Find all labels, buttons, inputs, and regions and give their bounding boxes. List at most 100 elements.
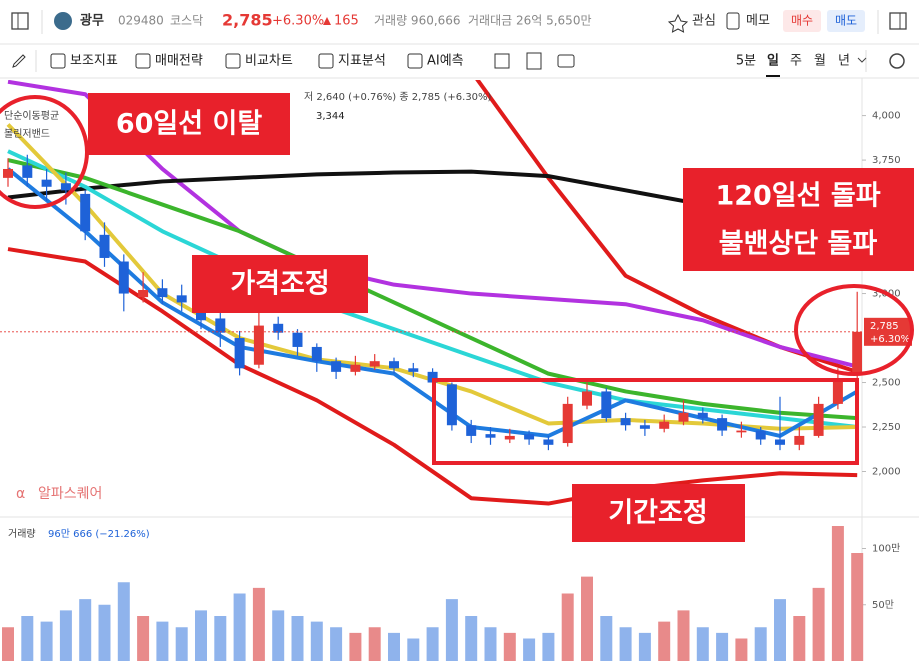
y-tick-label: 2,000 (872, 467, 901, 478)
tool-button[interactable]: 보조지표 (70, 54, 118, 69)
price-tag-pct: +6.30% (870, 334, 910, 345)
volume-bar (233, 593, 246, 661)
tool-icon[interactable] (135, 53, 151, 69)
candle-body (80, 193, 91, 232)
volume-bar (98, 604, 111, 661)
period-button[interactable]: 년 (838, 54, 850, 69)
tool-icon[interactable] (407, 53, 423, 69)
candle-body (60, 183, 71, 191)
candle-body (466, 425, 477, 436)
candle-body (659, 421, 670, 429)
candle-body (331, 361, 342, 372)
buy-bg[interactable] (783, 10, 821, 32)
volume-bar (407, 638, 420, 661)
volume-bar (79, 599, 92, 661)
tool-button[interactable]: 지표분석 (338, 54, 386, 69)
tool-icon[interactable] (557, 54, 575, 68)
candle-body (620, 418, 631, 426)
volume-bar (117, 582, 130, 661)
tool-icon[interactable] (225, 53, 241, 69)
annotation: 기간조정 (608, 498, 707, 529)
sell-bg[interactable] (827, 10, 865, 32)
tool-button[interactable]: 비교차트 (245, 54, 293, 69)
sell-button[interactable]: 매도 (835, 14, 857, 28)
draw-icon[interactable] (12, 54, 26, 68)
volume-bar (484, 627, 497, 661)
volume-bar (388, 632, 400, 661)
volume: 거래량 960,666 (374, 14, 461, 28)
tool-icon[interactable] (494, 53, 510, 69)
volume-bar (21, 616, 34, 661)
tool-icon[interactable] (50, 53, 66, 69)
memo-button[interactable]: 메모 (746, 14, 770, 29)
tool-icon[interactable] (318, 53, 334, 69)
indicator-line (7, 80, 858, 369)
volume-bar (542, 632, 555, 661)
tool-icon[interactable] (526, 52, 542, 70)
y-tick-label: 4,000 (872, 111, 901, 122)
volume-bar (137, 616, 150, 661)
candle-body (794, 435, 805, 445)
indicator-line (475, 80, 858, 374)
highlight-circle (794, 284, 914, 376)
candle-body (350, 364, 361, 372)
volume-bar (812, 587, 825, 661)
annotation-box (192, 255, 368, 313)
volume-bar (272, 610, 285, 661)
dropdown-icon[interactable] (857, 57, 867, 63)
highlight-circle (0, 95, 89, 209)
y-tick-label: 3,750 (872, 155, 901, 166)
candle-body (639, 425, 650, 429)
volume-bar (581, 576, 593, 661)
volume-bar (658, 621, 671, 661)
candle-body (22, 165, 33, 178)
period-button[interactable]: 월 (814, 54, 826, 69)
candle-body (99, 234, 110, 258)
legend-ohlc: 저 2,640 (+0.76%) 종 2,785 (+6.30%) (304, 91, 492, 103)
watch-button[interactable]: 관심 (692, 14, 716, 29)
volume-tick-label: 50만 (872, 599, 894, 611)
tool-button[interactable]: 매매전략 (155, 54, 203, 69)
toolbar: 보조지표 매매전략 비교차트 지표분석 AI예측 5분 일 주 월 년 (50, 52, 850, 77)
volume-bar (40, 621, 53, 661)
price-tag (864, 317, 912, 346)
candle-body (485, 434, 496, 438)
change: 165 (334, 14, 359, 29)
settings-icon[interactable] (889, 53, 905, 69)
candle-body (601, 391, 612, 419)
volume-bar (696, 627, 709, 661)
candle-body (543, 439, 554, 445)
legend-bb: 볼린저밴드 (4, 128, 50, 140)
volume-label: 96만 666 (−21.26%) (48, 528, 150, 540)
sidebar-icon[interactable] (11, 12, 29, 30)
candle-body (832, 378, 843, 404)
volume-title: 거래량 (8, 528, 36, 540)
buy-button[interactable]: 매수 (791, 14, 813, 28)
annotation-box (683, 168, 914, 271)
volume-bar (349, 632, 362, 661)
period-button[interactable]: 일 (767, 54, 779, 69)
volume-bar (214, 616, 227, 661)
volume-bar (619, 627, 632, 661)
period-button[interactable]: 5분 (736, 54, 756, 69)
annotation: 120일선 돌파 (715, 181, 880, 212)
candle-body (369, 361, 380, 367)
candle-body (138, 289, 149, 298)
price-tag-label: 2,785 (870, 321, 899, 332)
candle-body (118, 261, 129, 294)
tool-button[interactable]: AI예측 (427, 54, 464, 69)
amount: 거래대금 26억 5,650만 (468, 14, 592, 28)
legend-ma: 단순이동평균 (4, 110, 59, 122)
volume-bar (523, 638, 536, 661)
volume-bar (638, 632, 651, 661)
volume-bar (445, 599, 458, 661)
price: 2,785 (222, 11, 273, 30)
memo-icon (726, 12, 740, 30)
panel-icon[interactable] (889, 12, 907, 30)
period-button[interactable]: 주 (790, 54, 802, 69)
candle-body (157, 288, 168, 298)
volume-bar (561, 593, 574, 661)
candle-body (504, 435, 515, 440)
